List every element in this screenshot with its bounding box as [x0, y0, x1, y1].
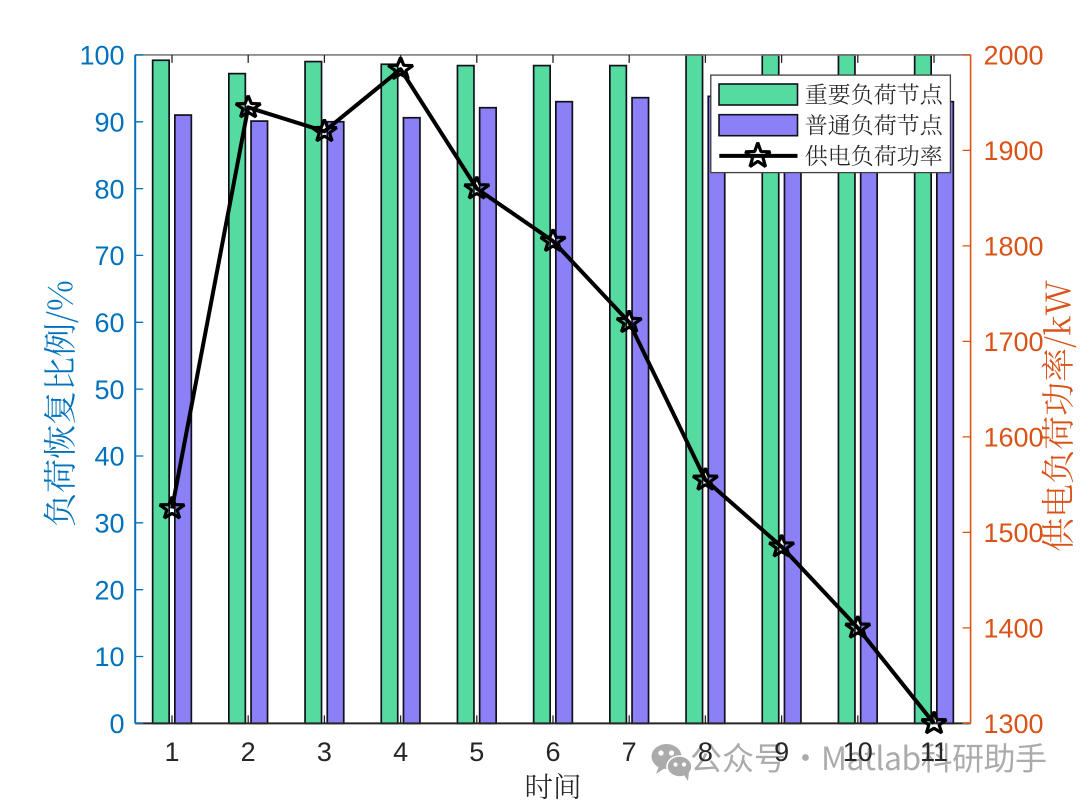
- svg-text:10: 10: [94, 642, 124, 672]
- svg-text:60: 60: [94, 308, 124, 338]
- svg-text:20: 20: [94, 575, 124, 605]
- svg-text:9: 9: [774, 737, 789, 767]
- svg-text:10: 10: [843, 737, 873, 767]
- svg-text:1900: 1900: [984, 136, 1044, 166]
- svg-text:7: 7: [622, 737, 637, 767]
- svg-text:4: 4: [393, 737, 408, 767]
- svg-text:40: 40: [94, 442, 124, 472]
- svg-text:11: 11: [920, 737, 948, 767]
- svg-text:80: 80: [94, 174, 124, 204]
- svg-text:30: 30: [94, 509, 124, 539]
- svg-text:100: 100: [79, 41, 124, 71]
- svg-text:5: 5: [469, 737, 484, 767]
- svg-text:70: 70: [94, 241, 124, 271]
- svg-text:3: 3: [317, 737, 332, 767]
- svg-text:8: 8: [698, 737, 713, 767]
- svg-text:0: 0: [109, 709, 124, 739]
- svg-text:2000: 2000: [984, 41, 1044, 71]
- svg-text:1: 1: [164, 737, 179, 767]
- svg-text:2: 2: [241, 737, 256, 767]
- svg-text:1500: 1500: [984, 518, 1044, 548]
- svg-text:1600: 1600: [984, 423, 1044, 453]
- svg-text:6: 6: [545, 737, 560, 767]
- svg-text:90: 90: [94, 107, 124, 137]
- svg-text:1300: 1300: [984, 709, 1044, 739]
- svg-text:50: 50: [94, 375, 124, 405]
- svg-text:1400: 1400: [984, 614, 1044, 644]
- svg-text:1700: 1700: [984, 327, 1044, 357]
- svg-text:1800: 1800: [984, 232, 1044, 262]
